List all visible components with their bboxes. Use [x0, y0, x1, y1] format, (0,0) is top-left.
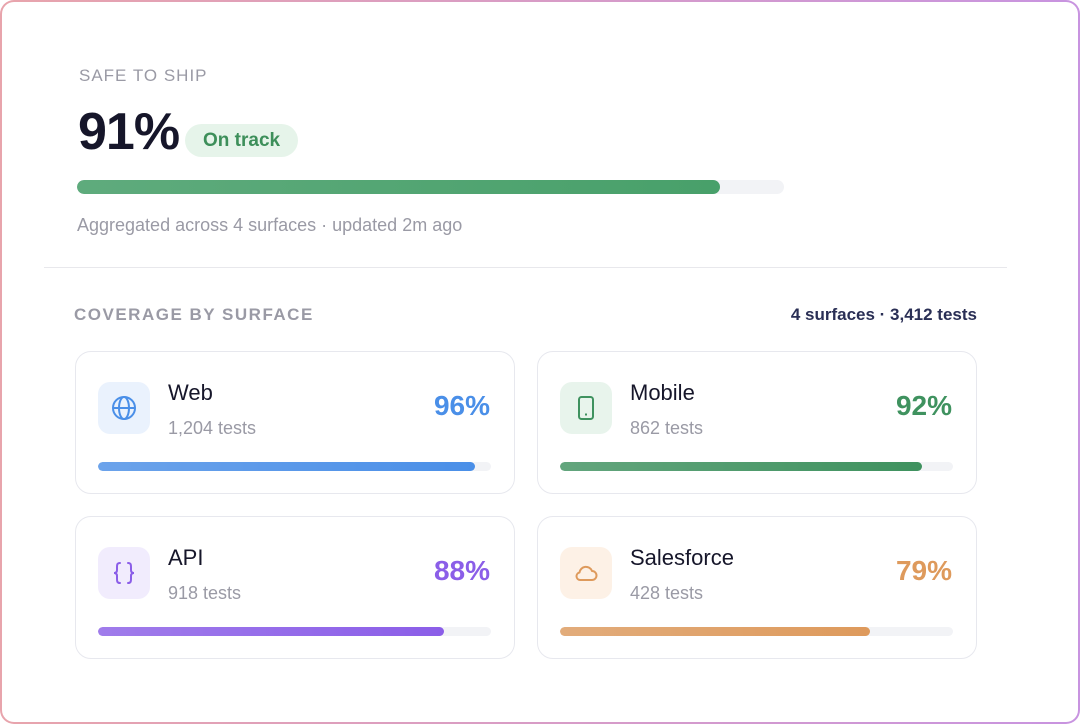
test-count: 862 tests — [630, 418, 704, 438]
progress-track — [98, 462, 491, 471]
status-badge: On track — [185, 124, 299, 157]
surface-name: Salesforce — [630, 545, 734, 570]
progress-fill — [98, 462, 476, 471]
surface-name: Web — [168, 380, 213, 405]
surface-card: Salesforce 428 tests 79% — [537, 516, 977, 659]
icon — [98, 547, 150, 599]
test-count: 1,204 tests — [168, 418, 257, 438]
divider — [44, 267, 1007, 268]
surface-card: Mobile 862 tests 92% — [537, 351, 977, 494]
surface-card: API 918 tests 88% — [75, 516, 515, 659]
progress-fill — [77, 180, 721, 194]
surface-name: API — [168, 545, 204, 570]
progress-fill — [98, 627, 444, 636]
percent: 88% — [433, 555, 490, 586]
test-count: 918 tests — [168, 583, 242, 603]
surface-card: Web 1,204 tests 96% — [75, 351, 515, 494]
score: 91% — [78, 103, 180, 161]
icon — [560, 547, 612, 599]
progress-track — [98, 627, 491, 636]
progress-fill — [560, 627, 871, 636]
progress-track — [560, 627, 953, 636]
section-title: COVERAGE BY SURFACE — [74, 305, 314, 324]
icon — [560, 382, 612, 434]
percent: 92% — [895, 390, 952, 421]
footnote: Aggregated across 4 surfaces · updated 2… — [77, 215, 463, 235]
progress-track — [560, 462, 953, 471]
percent: 96% — [433, 390, 490, 421]
section-label: SAFE TO SHIP — [79, 66, 208, 85]
progress-fill — [560, 462, 922, 471]
percent: 79% — [895, 555, 952, 586]
surface-name: Mobile — [630, 380, 695, 405]
test-count: 428 tests — [630, 583, 704, 603]
icon — [98, 382, 150, 434]
summary: 4 surfaces · 3,412 tests — [790, 305, 977, 324]
progress-track — [77, 180, 784, 194]
